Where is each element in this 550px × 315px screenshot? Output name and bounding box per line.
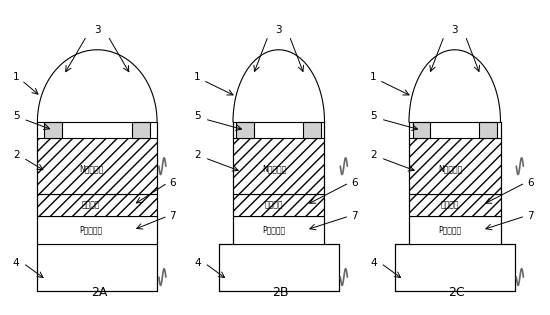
- Text: 2: 2: [370, 150, 377, 160]
- Bar: [219, 244, 339, 291]
- Bar: [395, 244, 515, 291]
- Text: 1: 1: [370, 72, 377, 83]
- Text: 2C: 2C: [448, 286, 465, 299]
- Bar: [480, 122, 497, 139]
- Text: 4: 4: [13, 258, 19, 268]
- Text: 量子阱层: 量子阱层: [265, 201, 283, 209]
- Bar: [37, 194, 157, 216]
- Text: 2: 2: [194, 150, 201, 160]
- Text: 2: 2: [13, 150, 19, 160]
- Text: P型半导体: P型半导体: [438, 226, 462, 234]
- Bar: [412, 122, 430, 139]
- Text: 6: 6: [169, 178, 176, 188]
- Text: 2B: 2B: [272, 286, 289, 299]
- Bar: [37, 139, 157, 194]
- Bar: [236, 122, 254, 139]
- Text: 5: 5: [13, 111, 19, 121]
- Text: 6: 6: [351, 178, 358, 188]
- Bar: [37, 216, 157, 244]
- Text: 3: 3: [452, 26, 458, 35]
- Text: 7: 7: [351, 211, 358, 221]
- Text: 7: 7: [527, 211, 534, 221]
- Text: N型半导体: N型半导体: [438, 164, 463, 174]
- Bar: [133, 122, 150, 139]
- Text: 1: 1: [13, 72, 19, 83]
- Text: 3: 3: [94, 26, 101, 35]
- Bar: [233, 139, 324, 194]
- Bar: [45, 122, 62, 139]
- Text: 5: 5: [194, 111, 201, 121]
- Text: 2A: 2A: [91, 286, 107, 299]
- Bar: [233, 194, 324, 216]
- Text: P型半导体: P型半导体: [80, 226, 103, 234]
- Text: 6: 6: [527, 178, 534, 188]
- Text: 7: 7: [169, 211, 176, 221]
- Text: 量子阱层: 量子阱层: [441, 201, 459, 209]
- Text: 5: 5: [370, 111, 377, 121]
- Text: 4: 4: [194, 258, 201, 268]
- Text: 3: 3: [276, 26, 282, 35]
- Bar: [304, 122, 321, 139]
- Bar: [233, 216, 324, 244]
- Text: P型半导体: P型半导体: [262, 226, 286, 234]
- Bar: [409, 216, 500, 244]
- Text: 4: 4: [370, 258, 377, 268]
- Text: N型半导体: N型半导体: [79, 164, 103, 174]
- Bar: [37, 244, 157, 291]
- Bar: [409, 194, 500, 216]
- Text: 量子阱层: 量子阱层: [82, 201, 101, 209]
- Text: N型半导体: N型半导体: [262, 164, 287, 174]
- Bar: [409, 139, 500, 194]
- Text: 1: 1: [194, 72, 201, 83]
